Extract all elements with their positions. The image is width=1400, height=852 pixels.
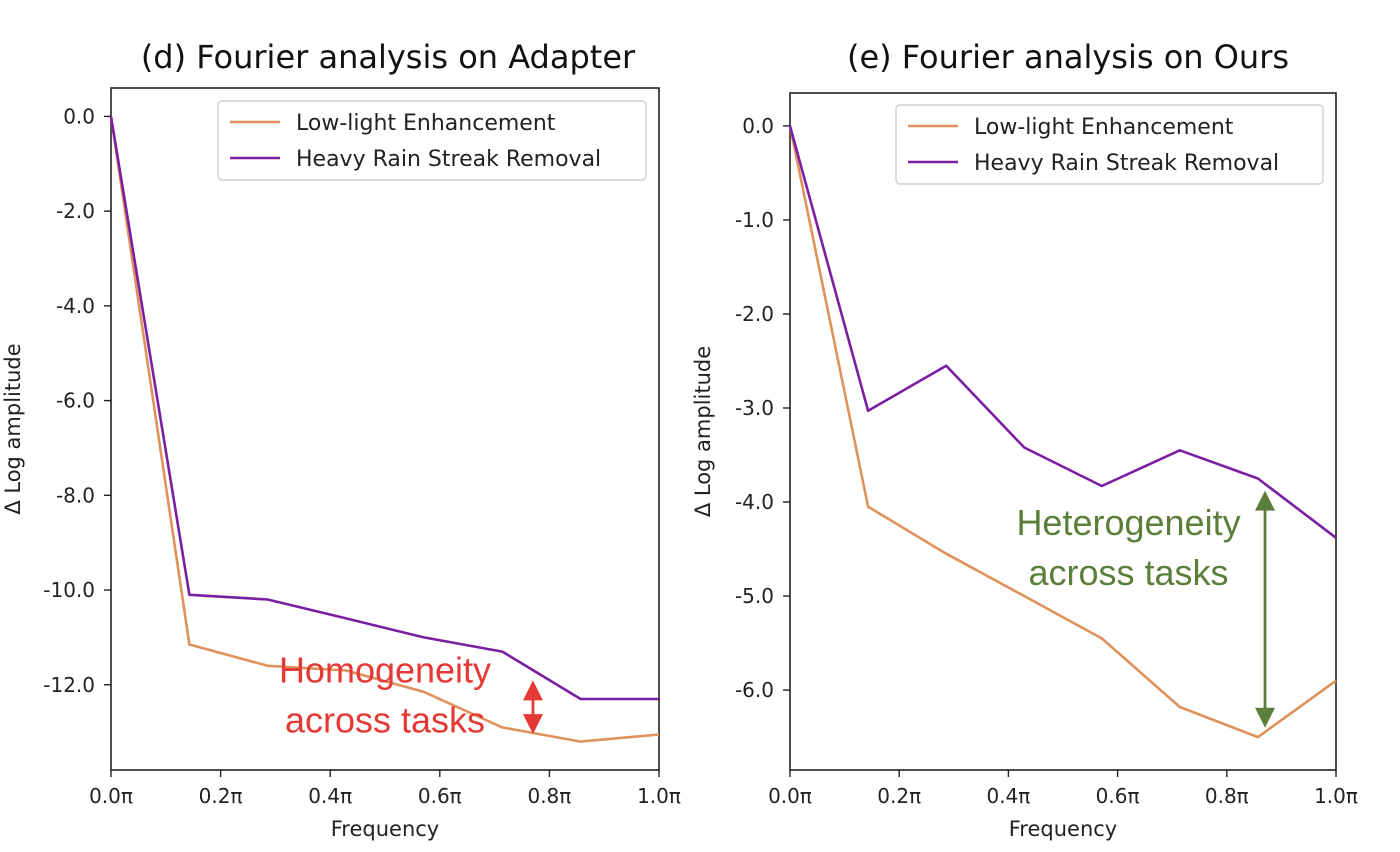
legend-label-1: Heavy Rain Streak Removal xyxy=(974,151,1279,176)
y-tick-label: -2.0 xyxy=(56,199,95,223)
y-tick-label: -3.0 xyxy=(735,396,774,420)
y-tick-label: -6.0 xyxy=(56,389,95,413)
series-line-1 xyxy=(788,125,1337,539)
y-tick-label: -4.0 xyxy=(56,294,95,318)
y-axis-label: Δ Log amplitude xyxy=(1,343,25,514)
y-tick-label: -12.0 xyxy=(43,673,95,697)
x-axis-label: Frequency xyxy=(1009,817,1118,841)
plot-frame xyxy=(789,92,1337,771)
legend-box xyxy=(217,100,647,181)
legend-label-1: Heavy Rain Streak Removal xyxy=(296,147,601,172)
x-tick-label: 0.0π xyxy=(89,784,133,808)
annotation-text-line-1: across tasks xyxy=(1028,552,1228,593)
chart-panel-1: (e) Fourier analysis on Ours 0.0π 0.2π 0.4π… xyxy=(691,38,1358,841)
legend-label-0: Low-light Enhancement xyxy=(296,111,556,136)
chart-panel-0: (d) Fourier analysis on Adapter 0.0π 0.2π 0… xyxy=(1,38,681,841)
chart-title: (e) Fourier analysis on Ours xyxy=(847,38,1289,76)
y-tick-label: -2.0 xyxy=(735,302,774,326)
legend: Low-light Enhancement Heavy Rain Streak R… xyxy=(217,100,647,181)
x-tick-label: 1.0π xyxy=(1314,784,1358,808)
annotation-arrow-head-top xyxy=(1255,490,1276,511)
y-tick-label: -6.0 xyxy=(735,678,774,702)
x-axis-label: Frequency xyxy=(331,817,440,841)
plot-frame xyxy=(110,87,660,771)
x-tick-label: 0.8π xyxy=(527,784,571,808)
x-tick-label: 0.0π xyxy=(768,784,812,808)
y-tick-label: -8.0 xyxy=(56,483,95,507)
x-tick-label: 0.2π xyxy=(877,784,921,808)
annotation-text-line-1: across tasks xyxy=(285,699,485,740)
series-line-1 xyxy=(109,116,659,701)
x-tick-label: 0.6π xyxy=(418,784,462,808)
annotation-arrow-head-bottom xyxy=(1255,707,1276,728)
series-line-0 xyxy=(788,125,1337,739)
y-tick-label: -4.0 xyxy=(735,490,774,514)
x-tick-label: 0.6π xyxy=(1096,784,1140,808)
annotation-text-line-0: Heterogeneity xyxy=(1016,502,1240,543)
annotation-text-line-0: Homogeneity xyxy=(279,649,491,690)
legend: Low-light Enhancement Heavy Rain Streak R… xyxy=(895,104,1324,185)
annotation-arrow-head-top xyxy=(522,680,543,701)
y-tick-label: 0.0 xyxy=(742,114,774,138)
series-line-0 xyxy=(109,116,660,743)
y-tick-label: -5.0 xyxy=(735,584,774,608)
x-tick-label: 1.0π xyxy=(637,784,681,808)
x-tick-label: 0.4π xyxy=(308,784,352,808)
x-tick-label: 0.4π xyxy=(986,784,1030,808)
y-tick-label: -1.0 xyxy=(735,208,774,232)
y-tick-label: -10.0 xyxy=(43,578,95,602)
legend-label-0: Low-light Enhancement xyxy=(974,115,1234,140)
legend-box xyxy=(895,104,1324,185)
chart-title: (d) Fourier analysis on Adapter xyxy=(141,38,636,76)
y-axis-label: Δ Log amplitude xyxy=(691,346,715,517)
x-tick-label: 0.8π xyxy=(1205,784,1249,808)
annotation-arrow-head-bottom xyxy=(522,714,543,735)
y-tick-label: 0.0 xyxy=(63,104,95,128)
x-tick-label: 0.2π xyxy=(199,784,243,808)
